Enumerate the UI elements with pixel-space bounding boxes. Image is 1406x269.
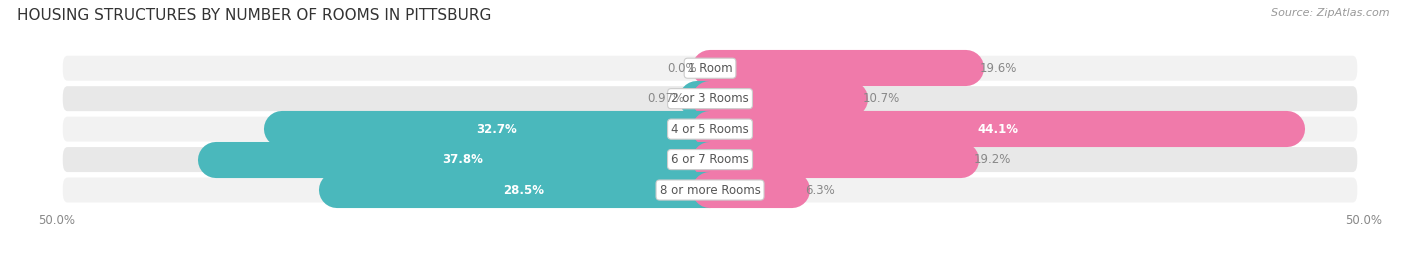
Text: 19.2%: 19.2% [974,153,1011,166]
FancyBboxPatch shape [63,56,1357,81]
Text: 10.7%: 10.7% [863,92,900,105]
Text: 6.3%: 6.3% [806,183,835,197]
Text: 32.7%: 32.7% [475,123,516,136]
Text: 44.1%: 44.1% [977,123,1019,136]
Text: 0.97%: 0.97% [647,92,685,105]
Text: 4 or 5 Rooms: 4 or 5 Rooms [671,123,749,136]
Legend: Owner-occupied, Renter-occupied: Owner-occupied, Renter-occupied [569,264,851,269]
Text: 6 or 7 Rooms: 6 or 7 Rooms [671,153,749,166]
Text: HOUSING STRUCTURES BY NUMBER OF ROOMS IN PITTSBURG: HOUSING STRUCTURES BY NUMBER OF ROOMS IN… [17,8,491,23]
Text: Source: ZipAtlas.com: Source: ZipAtlas.com [1271,8,1389,18]
Text: 2 or 3 Rooms: 2 or 3 Rooms [671,92,749,105]
Text: 28.5%: 28.5% [503,183,544,197]
Text: 8 or more Rooms: 8 or more Rooms [659,183,761,197]
Text: 37.8%: 37.8% [443,153,484,166]
Text: 1 Room: 1 Room [688,62,733,75]
FancyBboxPatch shape [63,178,1357,203]
FancyBboxPatch shape [63,86,1357,111]
FancyBboxPatch shape [63,147,1357,172]
Text: 19.6%: 19.6% [980,62,1017,75]
Text: 0.0%: 0.0% [668,62,697,75]
FancyBboxPatch shape [63,117,1357,141]
